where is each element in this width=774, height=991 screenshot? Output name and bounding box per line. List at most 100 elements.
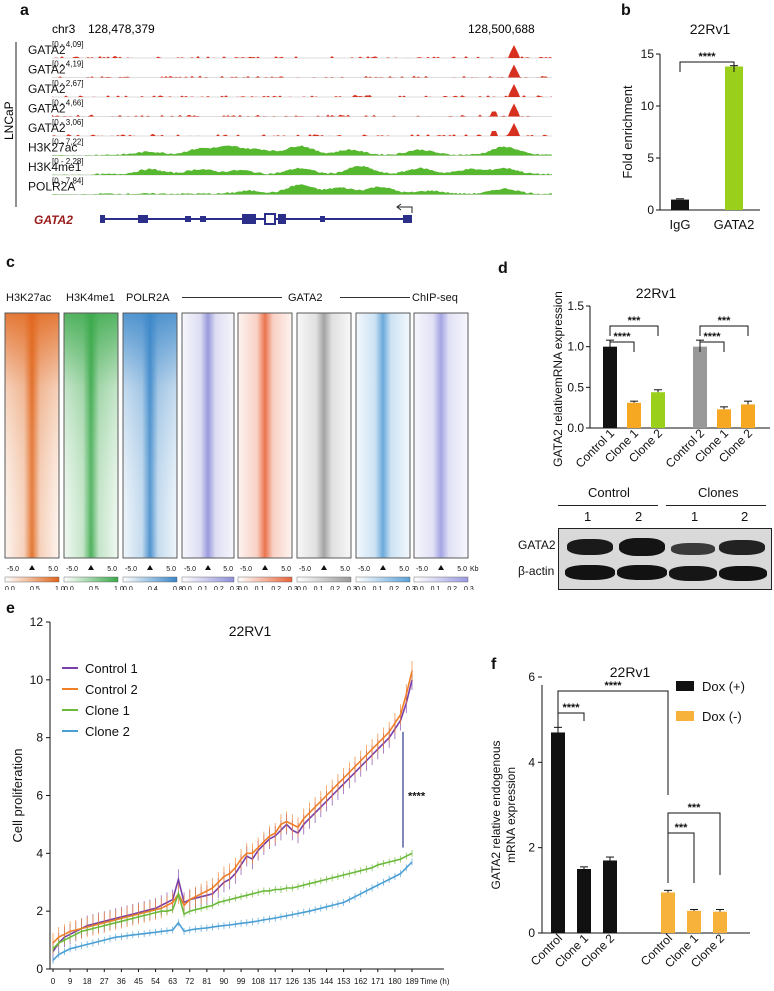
- chart-f-sig-0-label: ****: [604, 680, 622, 692]
- track-range-6: [0 - 2,28]: [52, 157, 84, 166]
- heatmap-4-axis-left: -5.0: [240, 566, 252, 573]
- chart-f-ylabel-line2: mRNA expression: [504, 767, 518, 863]
- heatmap-0-scale-0: 0.0: [5, 586, 15, 590]
- heatmap-3-signal: [182, 313, 234, 558]
- panel-label-c: c: [6, 254, 15, 271]
- heatmap-0-colorbar: [4, 576, 60, 583]
- heatmap-5-center-mark: [321, 565, 327, 570]
- heatmap-0-density: [5, 313, 59, 558]
- heatmap-title-h3k27ac: H3K27ac: [6, 292, 52, 304]
- chart-f-bar-0: [551, 732, 565, 933]
- chart-f: 22Rv1 0 2 4 6 GATA2 relative endogenous mRNA e…: [489, 665, 750, 970]
- band-actin-3: [669, 566, 717, 581]
- chart-f-sig-2-label: ***: [675, 822, 689, 834]
- chart-b-xlabel-0: IgG: [670, 217, 691, 232]
- blot-group-control: Control: [588, 485, 630, 500]
- chart-d-ytick-label-1: 0.5: [567, 380, 584, 394]
- heatmap-6-center-mark: [380, 565, 386, 570]
- chr-label: chr3: [52, 22, 76, 36]
- track-signal-1: [52, 64, 552, 78]
- heatmap-title-polr2a: POLR2A: [126, 292, 170, 304]
- chart-d-bar-0: [603, 346, 617, 428]
- heatmap-3-colorbar: [181, 576, 235, 583]
- blot-line-control: [558, 505, 658, 506]
- band-gata2-4: [719, 540, 765, 555]
- heatmap-6-axis-right: 5.0: [399, 566, 409, 573]
- chart-d-ytick-label-3: 1.5: [567, 299, 584, 313]
- heatmap-7-center-mark: [438, 565, 444, 570]
- chart-f-legend-swatch-0: [676, 681, 694, 691]
- track-range-0: [0 - 4,09]: [52, 40, 84, 49]
- gene-label: GATA2: [34, 213, 73, 227]
- track-signal-4: [52, 123, 552, 136]
- heatmap-0-scale-2: 1.0: [55, 586, 65, 590]
- heatmap-0-center-mark: [29, 565, 35, 570]
- heatmap-1-colorbar: [63, 576, 119, 583]
- chart-d-ylabel: GATA2 relativemRNA expression: [551, 291, 565, 467]
- heatmap-7-axis-right: 5.0: [457, 566, 467, 573]
- blot-lane-1: 1: [584, 509, 592, 524]
- chart-f-sig-0-bracket: [557, 690, 669, 795]
- chart-f-bar-5: [713, 911, 727, 933]
- track-signal-0: [52, 45, 552, 58]
- chart-d-title: 22Rv1: [636, 285, 677, 301]
- heatmap-title-gata2: GATA2: [288, 292, 323, 304]
- genome-browser-panel: chr3 128,478,379 128,500,688 LNCaP GATA2…: [2, 22, 552, 227]
- chart-d-sig-3-bracket: [699, 325, 749, 336]
- chart-f-sig-3-bracket: [667, 812, 721, 875]
- chart-d-sig-0-bracket: [609, 341, 635, 352]
- heatmap-panel: H3K27ac H3K4me1 POLR2A GATA2 ChIP-seq -5…: [0, 280, 490, 590]
- chart-f-sig-3-label: ***: [688, 802, 702, 814]
- chart-b: 22Rv1 0 5 10 15 Fold enrichment IgG GATA2 ****: [620, 21, 760, 232]
- blot-image: [558, 528, 772, 590]
- track-signal-3: [52, 103, 552, 117]
- panel-label-a: a: [20, 2, 29, 19]
- blot-lane-4: 2: [741, 509, 749, 524]
- chart-e-ytick-label-1: 2: [36, 904, 43, 918]
- heatmap-7-scale-0: 0.0: [414, 586, 424, 590]
- chart-b-bar-1: [725, 66, 743, 210]
- heatmap-5-scale-2: 0.2: [330, 586, 340, 590]
- chart-e-xtick-label-0: 0: [51, 977, 56, 986]
- heatmap-3-scale-2: 0.2: [214, 586, 224, 590]
- blot-group-clones: Clones: [698, 485, 739, 500]
- heatmap-0-axis-right: 5.0: [48, 566, 58, 573]
- track-range-4: [0 - 3,06]: [52, 118, 84, 127]
- chart-d-sig-2-bracket: [699, 341, 725, 352]
- chart-d-bar-4: [717, 409, 731, 428]
- chart-e-ytick-label-2: 4: [36, 846, 43, 860]
- heatmap-5-colorbar: [296, 576, 352, 583]
- band-gata2-3: [671, 543, 715, 555]
- chart-b-sig-bracket: [679, 61, 735, 72]
- chart-b-ytick-label-0: 0: [647, 203, 654, 217]
- chart-e-xtick-label-17: 153: [337, 977, 351, 986]
- heatmap-7-scale-3: 0.3: [464, 586, 474, 590]
- chart-d-bar-5: [741, 404, 755, 428]
- track-name-6: H3K4me1: [28, 160, 82, 174]
- heatmap-4-scale-0: 0.0: [238, 586, 248, 590]
- heatmap-3-axis-left: -5.0: [184, 566, 196, 573]
- chart-f-ytick-label-3: 6: [528, 670, 535, 684]
- heatmap-5-axis-right: 5.0: [340, 566, 350, 573]
- chart-b-ylabel: Fold enrichment: [620, 85, 635, 179]
- track-range-7: [0 - 7,84]: [52, 177, 84, 186]
- chart-b-ytick-label-3: 15: [641, 47, 655, 61]
- heatmap-6-scale-2: 0.2: [389, 586, 399, 590]
- panel-label-e: e: [6, 600, 15, 617]
- chart-e-legend-label-1: Control 2: [85, 682, 138, 697]
- chart-f-bar-4: [687, 910, 701, 933]
- heatmap-4-scale-2: 0.2: [271, 586, 281, 590]
- heatmap-2-axis-left: -5.0: [125, 566, 137, 573]
- chart-d-ytick-label-2: 1.0: [567, 340, 584, 354]
- panel-label-b: b: [621, 2, 631, 19]
- heatmap-6-scale-0: 0.0: [356, 586, 366, 590]
- heatmap-3-scale-1: 0.1: [198, 586, 208, 590]
- chart-e-xtick-label-21: 189: [405, 977, 419, 986]
- chart-f-bar-2: [603, 860, 617, 933]
- track-name-0: GATA2: [28, 43, 66, 57]
- heatmap-2-axis-right: 5.0: [166, 566, 176, 573]
- chart-e-ytick-label-4: 8: [36, 731, 43, 745]
- chart-e-xtick-label-2: 18: [83, 977, 92, 986]
- band-gata2-1: [567, 539, 613, 555]
